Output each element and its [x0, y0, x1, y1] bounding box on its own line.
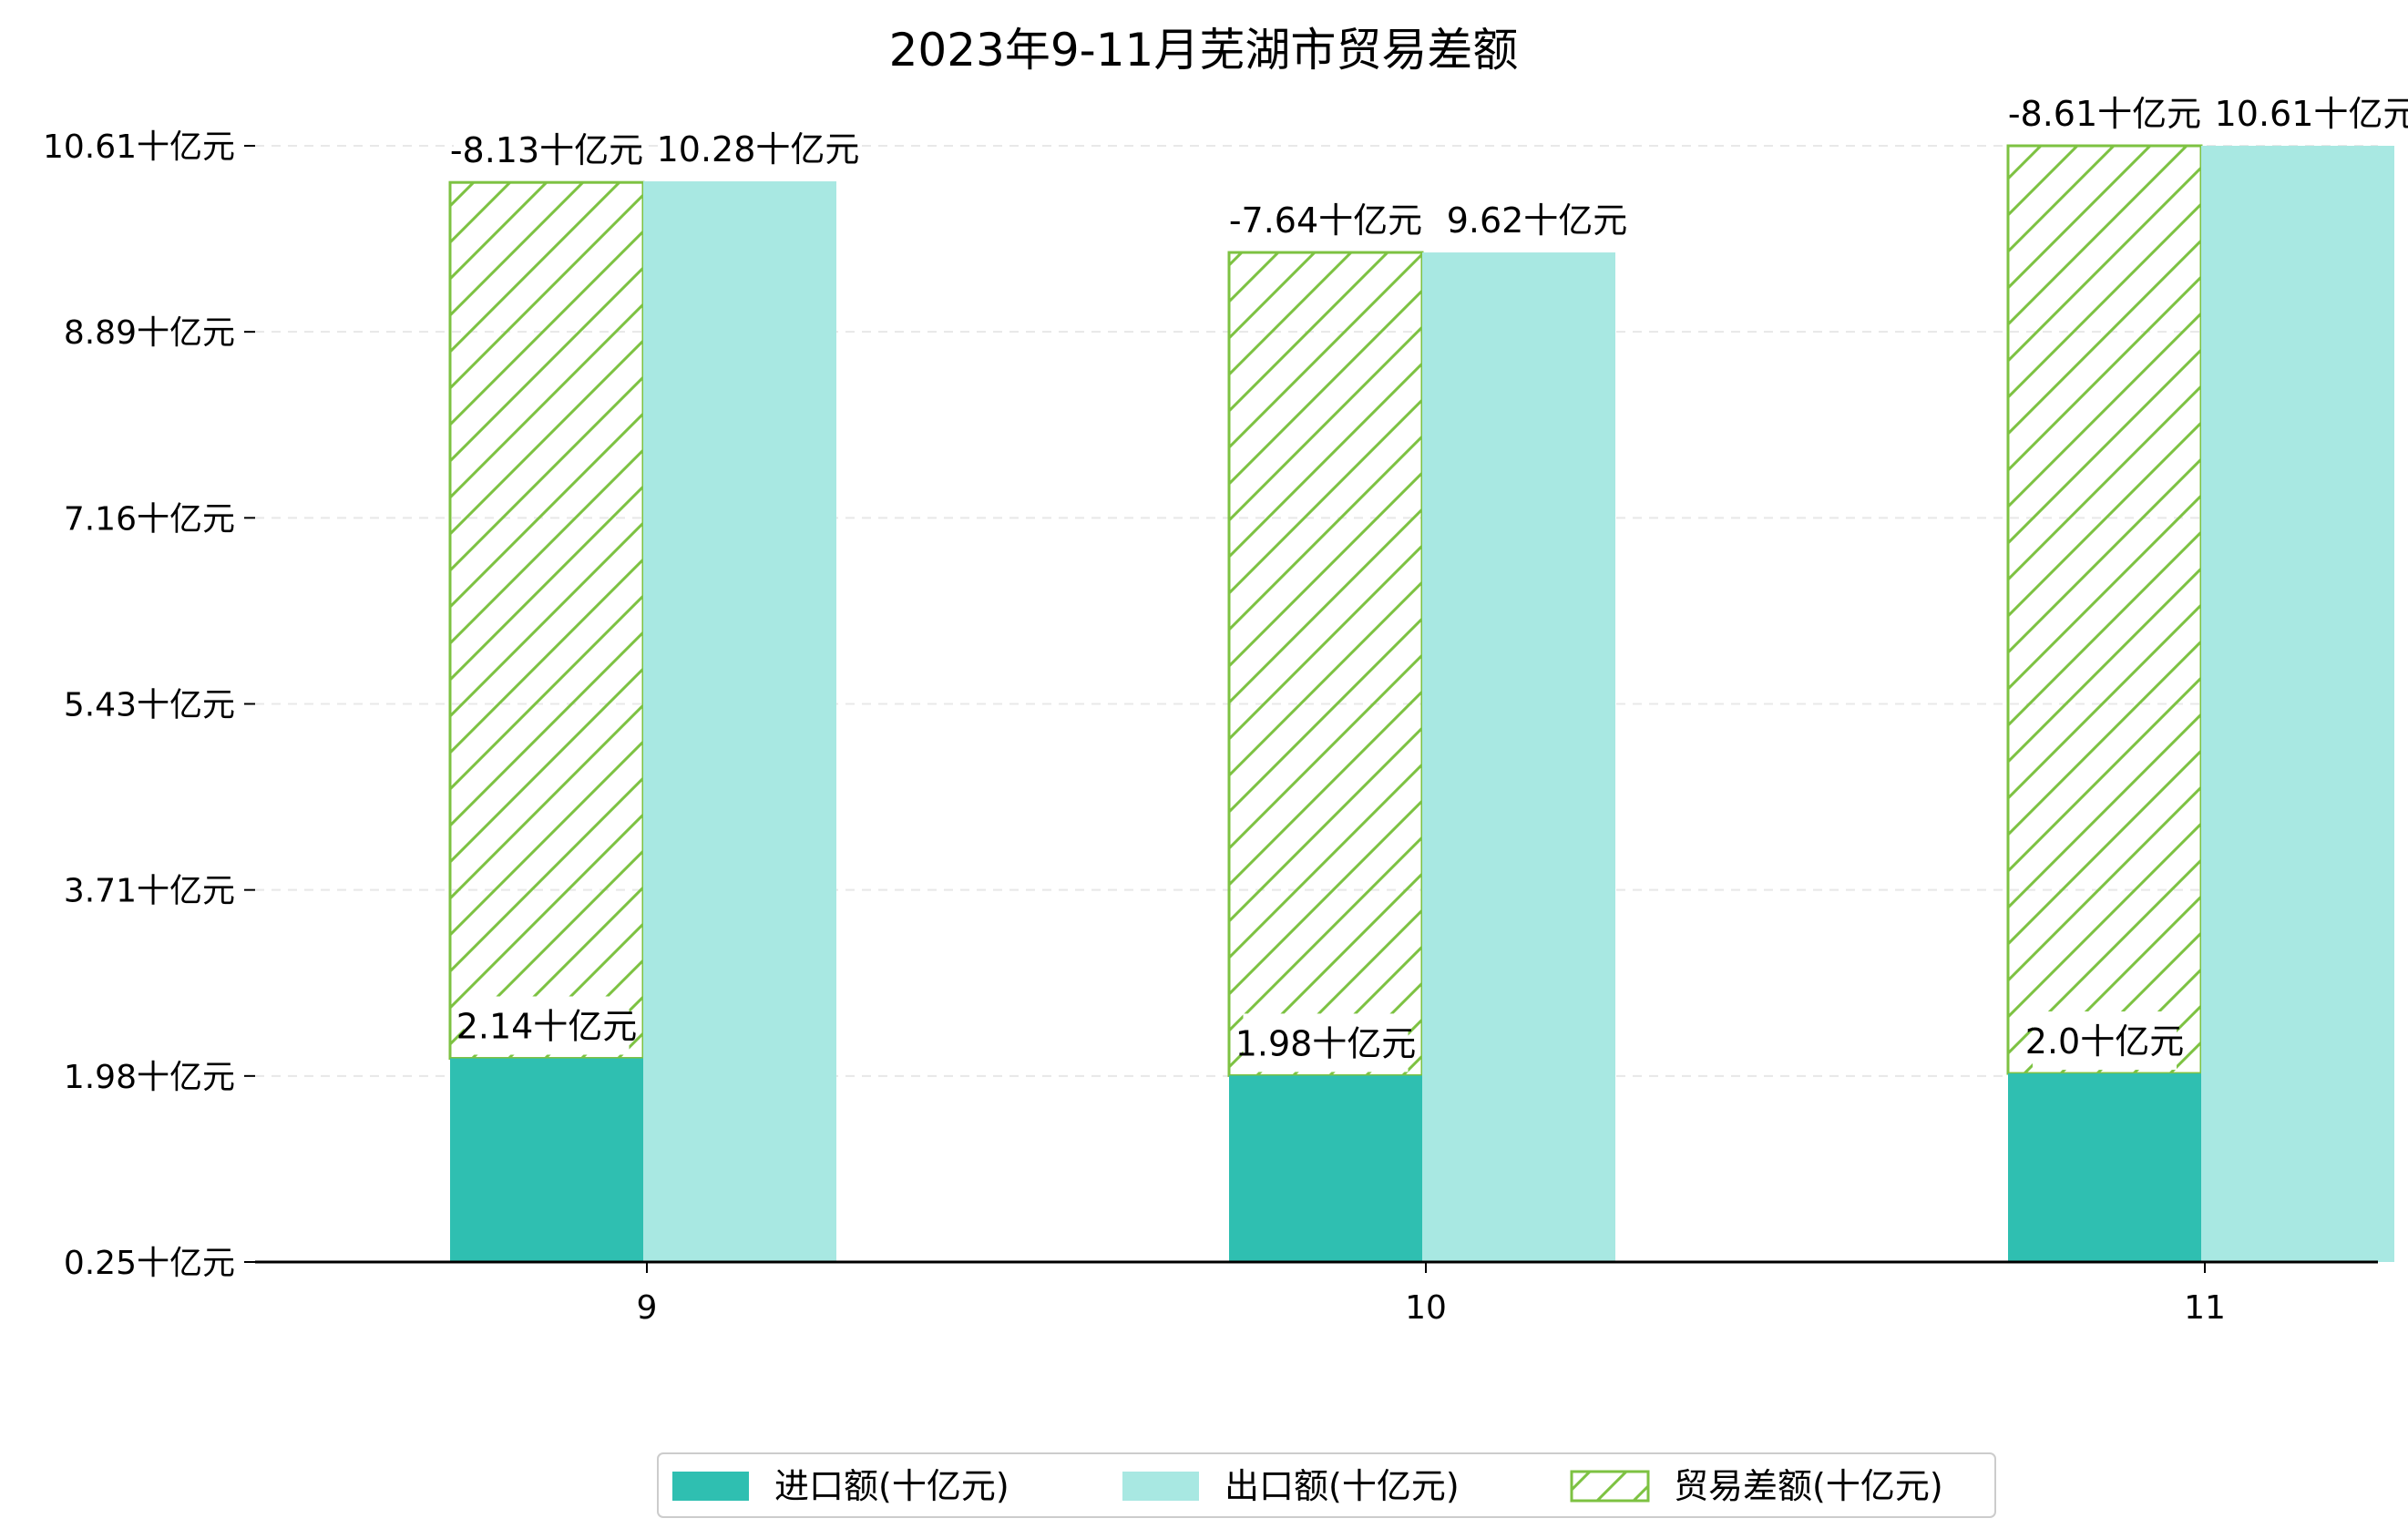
legend-label: 贸易差额(十亿元): [1674, 1466, 1943, 1506]
x-tick-label: 9: [637, 1289, 658, 1327]
import-value-label: 2.14十亿元: [456, 1007, 638, 1047]
export-value-label: 10.61十亿元: [2215, 94, 2408, 134]
export-value-label: 10.28十亿元: [657, 129, 860, 169]
bar-import: [1229, 1075, 1422, 1262]
legend: 进口额(十亿元) 出口额(十亿元) 贸易差额(十亿元): [657, 1452, 1996, 1518]
legend-swatch: [1122, 1472, 1199, 1501]
y-tick-label: 10.61十亿元: [43, 128, 235, 166]
export-value-label-bg: [2223, 84, 2408, 142]
export-value-label-bg: [1454, 190, 1620, 250]
legend-swatch: [672, 1472, 749, 1501]
bar-trade-balance: [1227, 251, 1424, 1077]
data-labels: 10.28十亿元 -8.13十亿元 2.14十亿元 9.62十亿元 -7.64十亿元 1.…: [450, 84, 2408, 1072]
bar-export: [1422, 252, 1615, 1263]
export-value-label: 9.62十亿元: [1447, 200, 1628, 241]
import-value-label: 2.0十亿元: [2025, 1021, 2184, 1062]
legend-label: 出口额(十亿元): [1224, 1466, 1460, 1506]
bar-import: [450, 1058, 643, 1262]
y-tick-label: 1.98十亿元: [64, 1059, 235, 1096]
bar-import: [2008, 1073, 2201, 1262]
import-value-label-bg: [2033, 1011, 2177, 1071]
legend-box: [657, 1452, 1996, 1518]
x-tick-label: 10: [1405, 1289, 1447, 1327]
y-tick-label: 7.16十亿元: [64, 500, 235, 538]
bar-trade-balance: [448, 180, 645, 1061]
import-value-label: 1.98十亿元: [1235, 1023, 1417, 1063]
trade-balance-value-label: -8.13十亿元: [450, 130, 643, 170]
trade-balance-value-label-bg: [2012, 84, 2198, 142]
legend-swatch: [1570, 1470, 1650, 1503]
y-tick-label: 3.71十亿元: [64, 873, 235, 910]
chart-title: 2023年9-11月芜湖市贸易差额: [889, 24, 1519, 77]
import-value-label-bg: [464, 996, 630, 1055]
trade-balance-value-label: -7.64十亿元: [1229, 200, 1422, 241]
import-value-label-bg: [1243, 1013, 1409, 1072]
bars: [448, 144, 2394, 1263]
trade-balance-value-label: -8.61十亿元: [2008, 94, 2201, 134]
y-tick-label: 0.25十亿元: [64, 1245, 235, 1282]
legend-label: 进口额(十亿元): [774, 1466, 1009, 1506]
y-tick-label: 5.43十亿元: [64, 687, 235, 724]
y-tick-label: 8.89十亿元: [64, 314, 235, 352]
export-value-label-bg: [665, 119, 851, 179]
x-tick-label: 11: [2184, 1289, 2226, 1327]
trade-balance-value-label-bg: [1233, 190, 1419, 250]
axes: 0.25十亿元 1.98十亿元 3.71十亿元 5.43十亿元 7.16十亿元 8.89十…: [43, 128, 2378, 1327]
bar-export: [643, 181, 836, 1262]
trade-balance-value-label-bg: [454, 120, 640, 180]
bar-trade-balance: [2006, 144, 2203, 1075]
bar-export: [2201, 146, 2394, 1262]
